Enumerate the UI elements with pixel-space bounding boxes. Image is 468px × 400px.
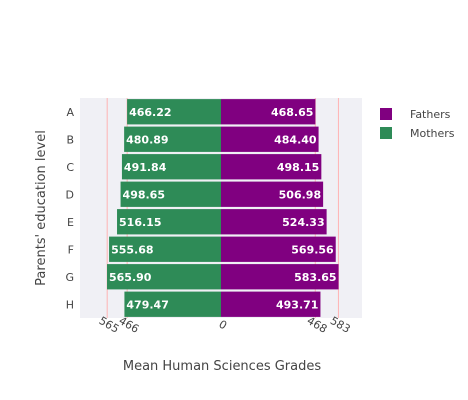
y-tick-label-F: F bbox=[68, 243, 74, 256]
bar-label-fathers-F: 569.56 bbox=[291, 243, 334, 256]
bar-label-fathers-H: 493.71 bbox=[276, 298, 318, 311]
y-tick-label-C: C bbox=[66, 161, 74, 174]
y-tick-label-E: E bbox=[67, 216, 74, 229]
bar-label-fathers-D: 506.98 bbox=[279, 188, 321, 201]
bar-label-fathers-A: 468.65 bbox=[271, 106, 313, 119]
bar-label-fathers-G: 583.65 bbox=[294, 271, 336, 284]
y-tick-label-H: H bbox=[66, 298, 74, 311]
x-tick-label-2: 0 bbox=[216, 318, 229, 333]
bar-label-mothers-D: 498.65 bbox=[123, 188, 165, 201]
y-axis-title: Parents' education level bbox=[34, 130, 49, 286]
bar-label-mothers-C: 491.84 bbox=[124, 161, 167, 174]
legend-item-mothers[interactable]: Mothers bbox=[380, 127, 455, 140]
x-axis-title: Mean Human Sciences Grades bbox=[123, 359, 322, 374]
bar-label-fathers-E: 524.33 bbox=[282, 216, 324, 229]
legend-label-mothers: Mothers bbox=[410, 127, 455, 140]
legend[interactable]: Fathers Mothers bbox=[380, 108, 455, 140]
legend-label-fathers: Fathers bbox=[410, 108, 451, 121]
bar-label-mothers-A: 466.22 bbox=[129, 106, 171, 119]
legend-swatch-fathers bbox=[380, 108, 392, 120]
y-tick-label-D: D bbox=[66, 188, 74, 201]
bar-label-mothers-E: 516.15 bbox=[119, 216, 161, 229]
y-tick-label-B: B bbox=[66, 133, 74, 146]
bar-label-mothers-G: 565.90 bbox=[109, 271, 152, 284]
bar-label-mothers-F: 555.68 bbox=[111, 243, 153, 256]
y-tick-label-A: A bbox=[66, 106, 74, 119]
y-tick-label-G: G bbox=[65, 271, 74, 284]
bar-label-fathers-C: 498.15 bbox=[277, 161, 319, 174]
bar-label-fathers-B: 484.40 bbox=[274, 133, 317, 146]
bar-label-mothers-H: 479.47 bbox=[126, 298, 168, 311]
legend-swatch-mothers bbox=[380, 127, 392, 139]
bar-label-mothers-B: 480.89 bbox=[126, 133, 168, 146]
y-axis-ticks: A B C D E F G H bbox=[65, 106, 74, 312]
legend-item-fathers[interactable]: Fathers bbox=[380, 108, 451, 121]
